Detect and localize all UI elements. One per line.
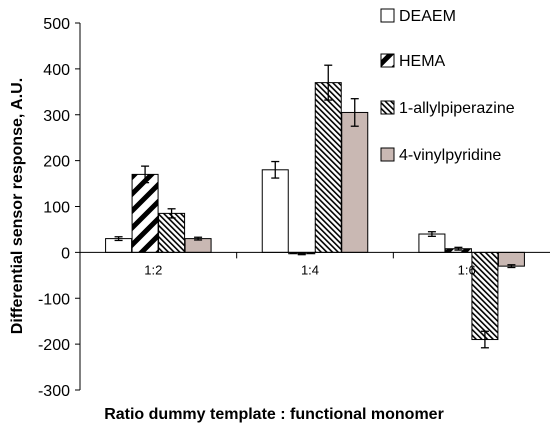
legend-label: 1-allylpiperazine (399, 100, 515, 117)
bar-4-vinylpyridine-1-6 (497, 251, 525, 267)
y-tick-label: 400 (43, 62, 70, 79)
legend-item: 1-allylpiperazine (380, 100, 515, 117)
bar-1-allylpiperazine-1-4 (314, 82, 342, 253)
error-bar (454, 246, 463, 251)
bar-1-allylpiperazine-1-6 (471, 251, 499, 341)
legend-swatch (380, 100, 395, 115)
bar-1-allylpiperazine-1-2 (158, 212, 186, 253)
category-label: 1:2 (144, 262, 162, 277)
legend: DEAEM HEMA 1-allylpiperazine 4-vinylpyridin… (380, 8, 515, 164)
bar-deaem-1-4 (261, 169, 289, 253)
y-tick-labels: 500 400 300 200 100 0 -100 -200 -300 (38, 16, 80, 400)
y-tick-label: 0 (61, 245, 70, 262)
error-bar (167, 208, 176, 219)
y-tick-label: 200 (43, 154, 70, 171)
y-tick-label: 500 (43, 16, 70, 33)
error-bar (350, 98, 359, 127)
y-tick-label: 100 (43, 200, 70, 217)
legend-item: DEAEM (380, 8, 456, 25)
category-labels: 1:2 1:4 1:6 (144, 262, 475, 277)
error-bars (114, 64, 516, 349)
bar-hema-1-2 (131, 173, 159, 253)
legend-swatch (380, 147, 395, 162)
y-tick-label: -200 (38, 337, 70, 354)
legend-label: HEMA (399, 53, 446, 70)
legend-label: DEAEM (399, 8, 456, 25)
x-axis-title: Ratio dummy template : functional monome… (104, 406, 444, 423)
legend-label: 4-vinylpyridine (399, 147, 501, 164)
y-tick-label: -300 (38, 383, 70, 400)
error-bar (507, 264, 516, 269)
bar-4-vinylpyridine-1-4 (341, 111, 369, 253)
y-tick-label: -100 (38, 291, 70, 308)
legend-swatch (380, 8, 395, 23)
legend-item: HEMA (380, 53, 446, 70)
legend-item: 4-vinylpyridine (380, 147, 501, 164)
x-axis (80, 251, 550, 259)
bar-4-vinylpyridine-1-2 (184, 238, 212, 253)
error-bar (141, 165, 150, 184)
legend-swatch (380, 53, 395, 68)
bars (105, 82, 525, 341)
error-bar (480, 330, 489, 349)
y-tick-label: 300 (43, 108, 70, 125)
error-bar (427, 231, 436, 237)
category-label: 1:4 (301, 262, 319, 277)
error-bar (114, 236, 123, 242)
error-bar (324, 64, 333, 101)
category-label: 1:6 (458, 262, 476, 277)
error-bar (271, 160, 280, 179)
error-bar (194, 236, 203, 241)
y-axis-title: Differential sensor response, A.U. (9, 78, 26, 334)
